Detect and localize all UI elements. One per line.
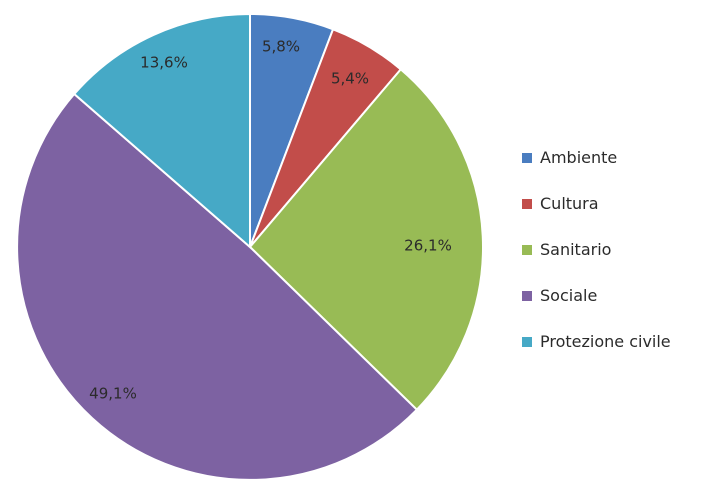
pie-slice-protezione-civile — [72, 12, 251, 250]
legend-swatch — [522, 336, 532, 347]
pie-slice-sociale — [16, 92, 419, 481]
legend-label: Protezione civile — [540, 332, 671, 351]
data-label-ambiente: 5,8% — [262, 38, 300, 56]
legend-item-protezione-civile: Protezione civile — [522, 330, 671, 353]
legend: Ambiente Cultura Sanitario Sociale Protezion… — [522, 146, 671, 353]
legend-item-sanitario: Sanitario — [522, 238, 671, 261]
legend-label: Sociale — [540, 286, 598, 305]
data-label-protezione-civile: 13,6% — [140, 54, 188, 72]
legend-label: Sanitario — [540, 240, 612, 259]
legend-item-ambiente: Ambiente — [522, 146, 671, 169]
data-label-sanitario: 26,1% — [404, 237, 452, 255]
data-label-cultura: 5,4% — [331, 70, 369, 88]
legend-swatch — [522, 152, 532, 163]
legend-item-cultura: Cultura — [522, 192, 671, 215]
legend-swatch — [522, 290, 532, 301]
pie-slice-sanitario — [248, 67, 484, 412]
legend-label: Ambiente — [540, 148, 618, 167]
pie-slices — [16, 12, 484, 481]
pie-data-labels: 5,8% 5,4% 26,1% 49,1% 13,6% — [89, 38, 452, 403]
legend-swatch — [522, 244, 532, 255]
legend-item-sociale: Sociale — [522, 284, 671, 307]
legend-swatch — [522, 198, 532, 209]
data-label-sociale: 49,1% — [89, 385, 137, 403]
legend-label: Cultura — [540, 194, 599, 213]
